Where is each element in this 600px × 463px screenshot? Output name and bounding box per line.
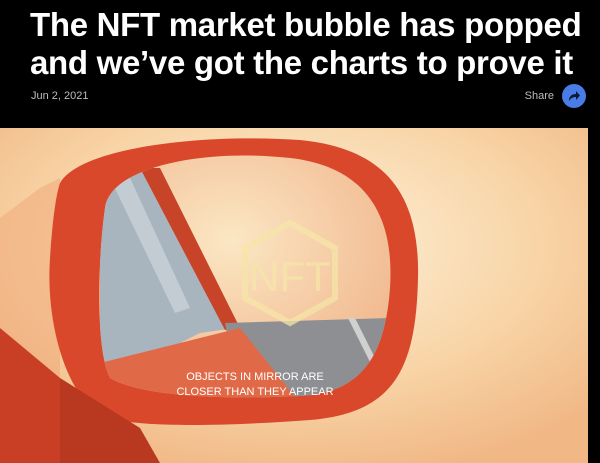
nft-logo-text: NFT: [249, 253, 331, 300]
mirror-warning-line1: OBJECTS IN MIRROR ARE: [186, 371, 324, 383]
nft-logo: NFT: [242, 219, 338, 327]
share-label: Share: [524, 90, 554, 102]
share-button[interactable]: Share: [525, 84, 586, 108]
article-title: The NFT market bubble has popped and we’…: [30, 6, 582, 81]
hero-image: NFT OBJECTS IN MIRROR ARE CLOSER THAN TH…: [0, 128, 588, 463]
share-arrow-icon[interactable]: [562, 84, 586, 108]
side-mirror-illustration: NFT OBJECTS IN MIRROR ARE CLOSER THAN TH…: [0, 128, 588, 463]
mirror-warning-line2: CLOSER THAN THEY APPEAR: [176, 386, 333, 398]
publish-date: Jun 2, 2021: [31, 90, 89, 102]
